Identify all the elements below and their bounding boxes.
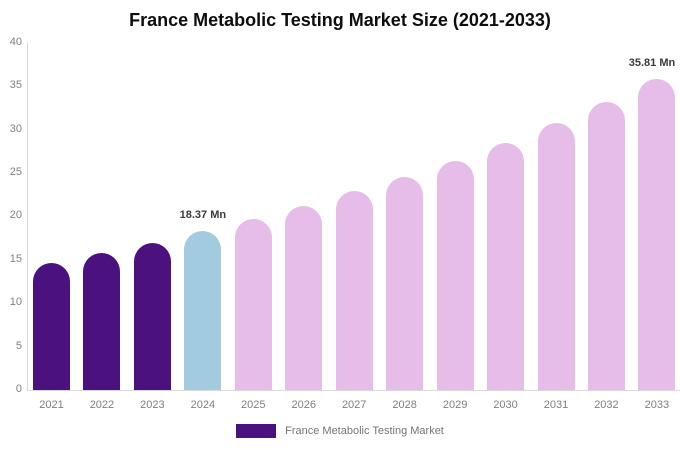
x-tick-label: 2025	[241, 399, 266, 411]
bar-2028	[386, 177, 424, 390]
x-axis-line	[27, 390, 680, 391]
bar-2026	[285, 205, 323, 390]
chart-title: France Metabolic Testing Market Size (20…	[129, 10, 551, 30]
bar-2029	[436, 160, 474, 390]
bar-2023	[133, 243, 171, 390]
legend-swatch	[236, 424, 277, 438]
y-tick-label: 20	[9, 209, 22, 222]
y-tick-label: 5	[15, 339, 22, 352]
bar-2031	[537, 122, 575, 390]
bar-2021	[33, 263, 70, 390]
y-axis-line	[27, 42, 28, 390]
legend: France Metabolic Testing Market	[0, 424, 680, 438]
x-tick-label: 2032	[594, 399, 619, 411]
data-label-2024: 18.37 Mn	[179, 208, 227, 221]
bar-2025	[234, 219, 272, 390]
x-tick-label: 2027	[341, 399, 367, 411]
y-tick-label: 10	[9, 296, 22, 309]
y-tick-label: 40	[9, 35, 22, 48]
x-tick-label: 2026	[291, 399, 316, 411]
bar-2027	[335, 191, 373, 390]
y-tick-label: 25	[9, 166, 22, 178]
bar-2022	[83, 252, 121, 390]
x-tick-label: 2028	[392, 399, 417, 411]
bar-2033	[638, 79, 676, 390]
legend-label: France Metabolic Testing Market	[285, 425, 444, 437]
x-tick-label: 2029	[442, 399, 468, 411]
y-tick-label: 15	[9, 252, 22, 265]
bar-2024	[184, 230, 222, 390]
x-tick-label: 2031	[543, 399, 569, 411]
bar-2030	[487, 142, 525, 390]
x-tick-label: 2023	[140, 399, 165, 411]
y-tick-label: 0	[15, 383, 22, 395]
x-tick-label: 2030	[493, 399, 518, 411]
data-label-2033: 35.81 Mn	[628, 57, 676, 70]
x-tick-label: 2022	[89, 399, 115, 411]
x-tick-label: 2021	[39, 399, 64, 411]
y-tick-label: 30	[9, 122, 22, 135]
bar-2032	[587, 101, 625, 390]
x-tick-label: 2024	[190, 399, 216, 411]
y-tick-label: 35	[9, 79, 22, 92]
x-tick-label: 2033	[644, 399, 670, 411]
